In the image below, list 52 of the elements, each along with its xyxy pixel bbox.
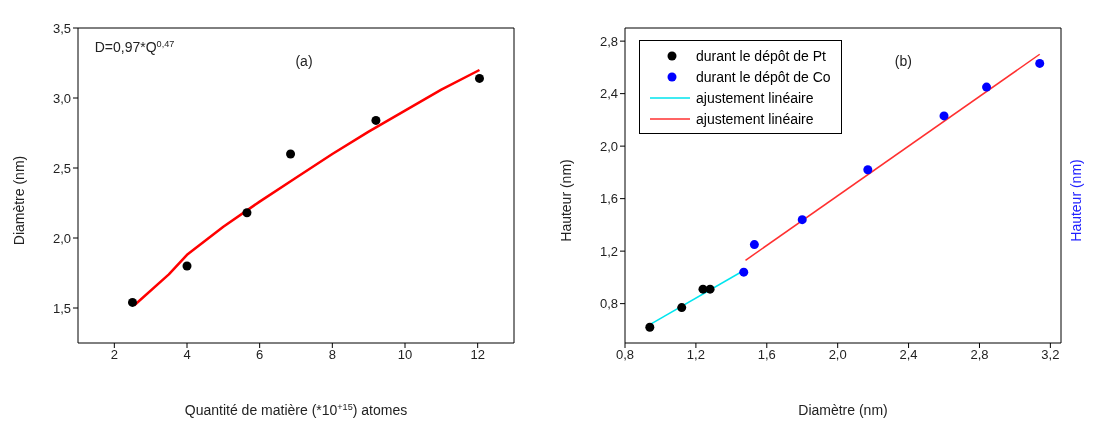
y-tick-label: 2,0 <box>599 138 618 154</box>
x-tick-label: 6 <box>256 347 264 363</box>
point <box>474 73 484 83</box>
y-tick-label: 3,5 <box>52 20 71 36</box>
point <box>982 82 992 92</box>
x-axis-title: Diamètre (nm) <box>798 402 888 418</box>
x-tick-label: 8 <box>328 347 336 363</box>
point <box>286 149 296 159</box>
y-tick-label: 1,2 <box>599 243 618 259</box>
x-tick-label: 2,8 <box>970 347 989 363</box>
x-tick-label: 2 <box>110 347 118 363</box>
y-tick-label: 2,4 <box>599 86 618 102</box>
legend-label: durant le dépôt de Pt <box>696 47 826 64</box>
point <box>677 303 687 313</box>
y-tick-label: 0,8 <box>599 296 618 312</box>
x-tick-label: 10 <box>397 347 413 363</box>
x-tick-label: 2,4 <box>899 347 918 363</box>
x-tick-label: 0,8 <box>615 347 635 363</box>
point <box>645 322 655 332</box>
legend-label: durant le dépôt de Co <box>696 68 831 85</box>
point <box>371 115 381 125</box>
x-axis-title: Quantité de matière (*10$^{+15}$) atomes <box>184 402 408 418</box>
y2-axis-title: Hauteur (nm) <box>1068 159 1084 242</box>
x-tick-label: 4 <box>183 347 191 363</box>
annotation: D=0,97*Q$^{0,47}$ <box>94 39 175 56</box>
point <box>749 240 759 250</box>
annotation: (a) <box>295 52 313 69</box>
x-tick-label: 1,6 <box>757 347 776 363</box>
y-axis-title: Hauteur (nm) <box>558 159 574 242</box>
point <box>705 284 715 294</box>
point <box>128 297 137 307</box>
x-tick-label: 2,0 <box>828 347 847 363</box>
y-tick-label: 2,0 <box>52 230 71 246</box>
legend-label: ajustement linéaire <box>696 89 814 106</box>
point <box>797 215 807 225</box>
x-tick-label: 1,2 <box>686 347 705 363</box>
point <box>739 267 749 277</box>
point <box>1035 58 1045 68</box>
point <box>863 165 873 175</box>
point <box>242 208 252 218</box>
x-tick-label: 12 <box>470 347 485 363</box>
x-tick-label: 3,2 <box>1041 347 1060 363</box>
y-axis-title: Diamètre (nm) <box>11 155 27 246</box>
y-tick-label: 2,8 <box>599 33 618 49</box>
y-tick-label: 2,5 <box>52 160 71 176</box>
point <box>939 111 949 121</box>
point <box>182 261 192 271</box>
y-tick-label: 3,0 <box>52 90 71 106</box>
y-tick-label: 1,5 <box>52 300 71 316</box>
annotation: (b) <box>894 52 912 69</box>
y-tick-label: 1,6 <box>599 191 618 207</box>
legend-label: ajustement linéaire <box>696 110 814 127</box>
